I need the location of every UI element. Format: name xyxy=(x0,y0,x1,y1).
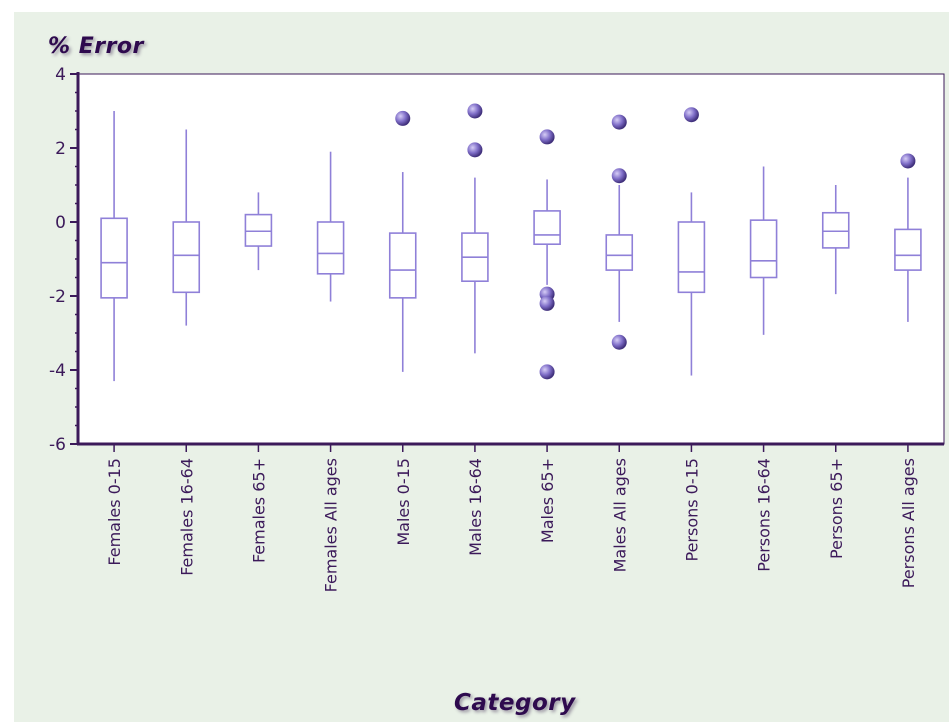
box-group xyxy=(749,166,778,335)
box xyxy=(244,213,273,247)
x-tick-label: Persons 0-15 xyxy=(682,458,701,562)
outlier-point xyxy=(539,364,555,380)
outlier-point xyxy=(611,334,627,350)
x-tick-label: Females 16-64 xyxy=(177,458,196,576)
plot-area xyxy=(78,74,944,444)
outlier-point xyxy=(467,142,483,158)
box-group xyxy=(316,151,345,302)
box-group xyxy=(244,192,273,271)
x-tick-label: Males 65+ xyxy=(538,458,557,543)
x-tick-label: Males All ages xyxy=(610,458,629,572)
box xyxy=(388,232,417,299)
y-tick-label: 4 xyxy=(55,65,66,85)
x-tick-label: Males 0-15 xyxy=(394,458,413,546)
box xyxy=(172,221,201,294)
outlier-point xyxy=(539,129,555,145)
outlier-point xyxy=(683,107,699,123)
box-group xyxy=(461,103,489,354)
x-tick-label: Males 16-64 xyxy=(466,458,485,556)
outlier-point xyxy=(539,295,555,311)
x-tick-label: Persons 65+ xyxy=(827,458,846,559)
box-group xyxy=(605,114,634,350)
box xyxy=(821,211,850,249)
box-group xyxy=(533,129,561,380)
outlier-point xyxy=(900,153,916,169)
outlier-point xyxy=(611,114,627,130)
outlier-point xyxy=(467,103,483,119)
y-tick-label: -6 xyxy=(49,435,66,455)
y-axis-label: % Error xyxy=(48,34,144,59)
box xyxy=(894,228,922,271)
x-tick-label: Persons All ages xyxy=(899,458,918,588)
y-tick-label: -2 xyxy=(49,287,66,307)
box-group xyxy=(821,185,850,295)
box-group xyxy=(172,129,201,326)
x-tick-label: Females 0-15 xyxy=(105,458,124,566)
box-group xyxy=(894,153,922,322)
x-tick-label: Females All ages xyxy=(322,458,341,592)
box xyxy=(749,219,778,279)
box xyxy=(316,221,345,275)
outlier-point xyxy=(611,168,627,184)
box-group xyxy=(677,107,706,376)
box-group xyxy=(100,111,128,382)
y-tick-label: 2 xyxy=(55,139,66,159)
box xyxy=(677,221,706,294)
box xyxy=(605,234,634,271)
box xyxy=(100,217,128,299)
x-tick-label: Persons 16-64 xyxy=(755,458,774,572)
y-tick-label: -4 xyxy=(49,361,66,381)
x-tick-label: Females 65+ xyxy=(249,458,268,563)
box-group xyxy=(388,110,417,372)
x-axis-label: Category xyxy=(454,690,576,716)
outlier-point xyxy=(395,110,411,126)
y-tick-label: 0 xyxy=(55,213,66,233)
box xyxy=(533,210,561,245)
